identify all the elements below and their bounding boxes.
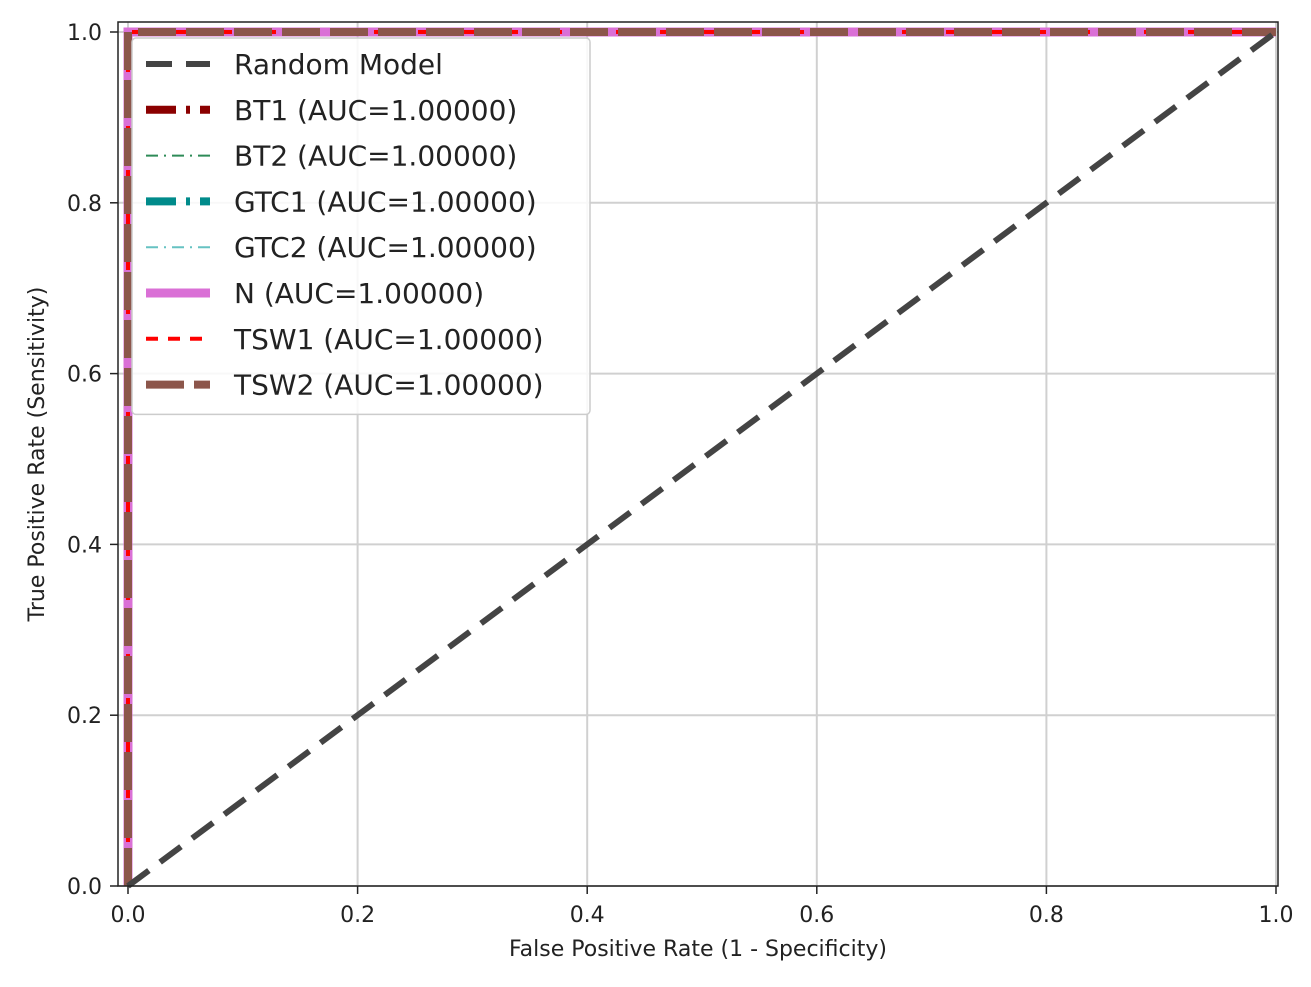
y-tick-label-2: 0.4 [67, 533, 102, 558]
legend-label-0: Random Model [234, 48, 443, 81]
legend: Random Model BT1 (AUC=1.00000) BT2 (AUC=1.… [131, 37, 591, 416]
legend-label-7: TSW2 (AUC=1.00000) [233, 369, 544, 402]
series-layer [123, 27, 1278, 889]
y-tick-label-3: 0.6 [67, 363, 102, 388]
legend-label-1: BT1 (AUC=1.00000) [234, 94, 517, 127]
y-tick-label-4: 0.8 [67, 192, 102, 217]
legend-label-2: BT2 (AUC=1.00000) [234, 140, 517, 173]
legend-label-4: GTC2 (AUC=1.00000) [234, 231, 537, 264]
legend-label-5: N (AUC=1.00000) [234, 277, 484, 310]
y-tick-label-5: 1.0 [67, 21, 102, 46]
legend-label-6: TSW1 (AUC=1.00000) [233, 323, 544, 356]
legend-box [131, 37, 591, 416]
y-tick-label-0: 0.0 [67, 875, 102, 900]
x-tick-label-5: 1.0 [1259, 903, 1294, 928]
x-tick-label-2: 0.4 [570, 903, 605, 928]
x-tick-label-4: 0.8 [1029, 903, 1064, 928]
x-tick-label-0: 0.0 [111, 903, 146, 928]
x-axis-label: False Positive Rate (1 - Specificity) [509, 937, 887, 962]
axis-ticks: 0.0 0.2 0.4 0.6 0.8 1.0 0.0 0.2 0.4 0.6 0.8 1.0 [67, 21, 1294, 928]
y-axis-label: True Positive Rate (Sensitivity) [25, 287, 50, 623]
x-tick-label-1: 0.2 [340, 903, 375, 928]
plot-frame [117, 21, 1279, 887]
series-line-7 [124, 28, 1276, 886]
x-tick-label-3: 0.6 [799, 903, 834, 928]
legend-label-3: GTC1 (AUC=1.00000) [234, 185, 537, 218]
y-tick-label-1: 0.2 [67, 704, 102, 729]
